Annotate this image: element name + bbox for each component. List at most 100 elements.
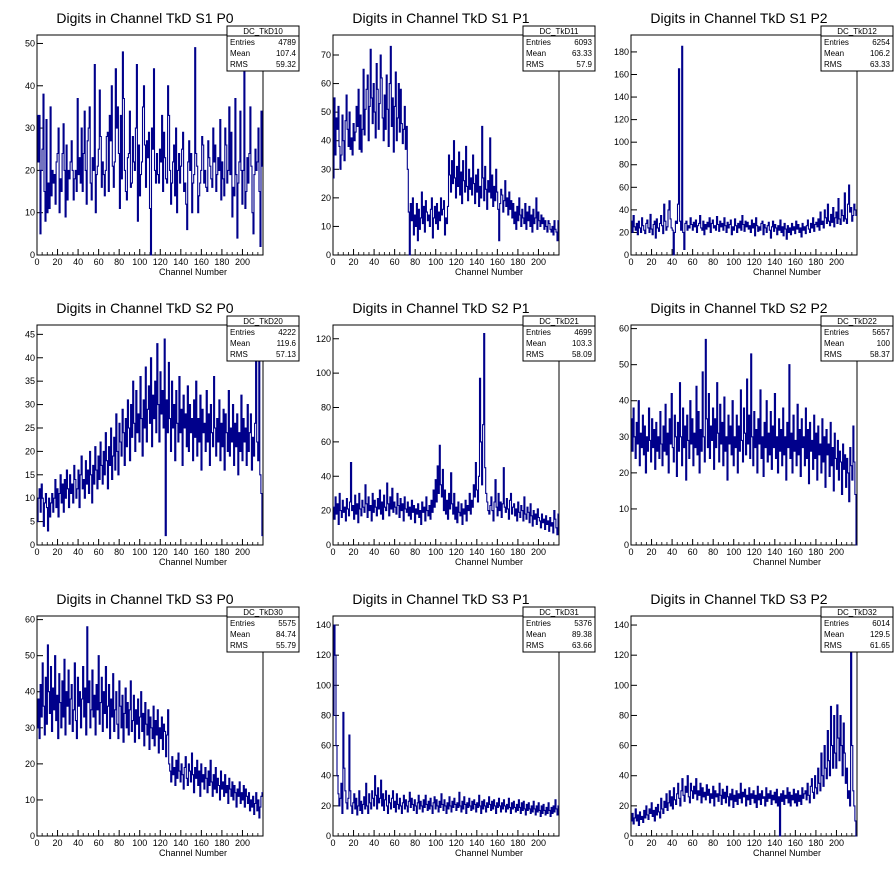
x-tick-label: 200 bbox=[531, 547, 546, 557]
x-axis-label: Channel Number bbox=[753, 267, 821, 277]
x-tick-label: 180 bbox=[808, 838, 823, 848]
y-tick-label: 160 bbox=[614, 69, 629, 79]
chart-panel-4: Digits in Channel TkD S2 P1 0 20 40 60 80 100 1… bbox=[316, 300, 596, 567]
chart-title: Digits in Channel TkD S3 P2 bbox=[650, 591, 827, 607]
x-tick-label: 200 bbox=[531, 838, 546, 848]
stats-value: 57.9 bbox=[576, 60, 592, 69]
y-tick-label: 35 bbox=[25, 376, 35, 386]
chart-title: Digits in Channel TkD S1 P0 bbox=[56, 10, 233, 26]
x-tick-label: 200 bbox=[829, 838, 844, 848]
y-tick-label: 60 bbox=[619, 324, 629, 334]
stats-name: DC_TkD22 bbox=[837, 317, 877, 326]
y-tick-label: 140 bbox=[614, 620, 629, 630]
x-tick-label: 20 bbox=[647, 257, 657, 267]
y-tick-label: 40 bbox=[619, 396, 629, 406]
x-tick-label: 40 bbox=[369, 257, 379, 267]
y-tick-label: 120 bbox=[614, 650, 629, 660]
y-tick-label: 0 bbox=[326, 540, 331, 550]
stats-label: Entries bbox=[824, 328, 849, 337]
stats-label: Entries bbox=[526, 619, 551, 628]
histogram-series bbox=[37, 47, 263, 256]
x-axis-label: Channel Number bbox=[159, 267, 227, 277]
x-tick-label: 60 bbox=[390, 257, 400, 267]
chart-title: Digits in Channel TkD S2 P2 bbox=[650, 300, 827, 316]
x-tick-label: 120 bbox=[153, 838, 168, 848]
stats-value: 58.09 bbox=[572, 350, 593, 359]
x-tick-label: 200 bbox=[235, 257, 250, 267]
stats-value: 6254 bbox=[872, 38, 890, 47]
x-tick-label: 120 bbox=[747, 257, 762, 267]
stats-value: 61.65 bbox=[870, 641, 891, 650]
x-tick-label: 200 bbox=[829, 257, 844, 267]
x-tick-label: 60 bbox=[390, 838, 400, 848]
chart-panel-6: Digits in Channel TkD S3 P00 20 40 60 80 100 1… bbox=[25, 591, 300, 858]
y-tick-label: 20 bbox=[619, 801, 629, 811]
x-tick-label: 20 bbox=[349, 547, 359, 557]
histogram-series bbox=[37, 338, 263, 537]
x-tick-label: 20 bbox=[647, 547, 657, 557]
x-tick-label: 0 bbox=[628, 257, 633, 267]
stats-label: RMS bbox=[526, 350, 544, 359]
y-tick-label: 120 bbox=[316, 334, 331, 344]
chart-title: Digits in Channel TkD S1 P1 bbox=[352, 10, 529, 26]
stats-value: 106.2 bbox=[870, 49, 891, 58]
x-axis-label: Channel Number bbox=[455, 557, 523, 567]
stats-value: 59.32 bbox=[276, 60, 297, 69]
y-tick-label: 20 bbox=[321, 506, 331, 516]
x-tick-label: 100 bbox=[132, 838, 147, 848]
histogram-series bbox=[333, 333, 559, 536]
y-tick-label: 30 bbox=[25, 400, 35, 410]
x-tick-label: 100 bbox=[428, 257, 443, 267]
y-tick-label: 10 bbox=[25, 795, 35, 805]
x-tick-label: 140 bbox=[767, 838, 782, 848]
stats-value: 89.38 bbox=[572, 630, 593, 639]
y-tick-label: 20 bbox=[619, 468, 629, 478]
x-tick-label: 120 bbox=[449, 547, 464, 557]
y-tick-label: 80 bbox=[619, 160, 629, 170]
stats-value: 4222 bbox=[278, 328, 296, 337]
x-tick-label: 180 bbox=[214, 547, 229, 557]
stats-value: 5575 bbox=[278, 619, 296, 628]
x-tick-label: 160 bbox=[788, 257, 803, 267]
x-tick-label: 60 bbox=[94, 547, 104, 557]
chart-title: Digits in Channel TkD S2 P1 bbox=[352, 300, 529, 316]
stats-label: Mean bbox=[230, 49, 250, 58]
x-tick-label: 140 bbox=[469, 547, 484, 557]
chart-panel-0: Digits in Channel TkD S1 P00 20 40 60 80 100 1… bbox=[25, 10, 300, 277]
x-tick-label: 180 bbox=[808, 257, 823, 267]
y-tick-label: 0 bbox=[624, 831, 629, 841]
stats-value: 103.3 bbox=[572, 339, 593, 348]
x-tick-label: 60 bbox=[94, 257, 104, 267]
y-tick-label: 20 bbox=[321, 801, 331, 811]
y-tick-label: 50 bbox=[25, 651, 35, 661]
stats-label: Mean bbox=[824, 630, 844, 639]
y-tick-label: 25 bbox=[25, 423, 35, 433]
x-tick-label: 0 bbox=[330, 257, 335, 267]
stats-value: 4789 bbox=[278, 38, 296, 47]
stats-name: DC_TkD12 bbox=[837, 27, 877, 36]
stats-label: Entries bbox=[526, 38, 551, 47]
stats-label: RMS bbox=[526, 60, 544, 69]
x-tick-label: 20 bbox=[53, 257, 63, 267]
stats-value: 55.79 bbox=[276, 641, 297, 650]
y-tick-label: 40 bbox=[25, 81, 35, 91]
stats-label: Entries bbox=[526, 328, 551, 337]
x-tick-label: 180 bbox=[510, 257, 525, 267]
stats-name: DC_TkD21 bbox=[539, 317, 579, 326]
chart-panel-3: Digits in Channel TkD S2 P00 20 40 60 80 100 1… bbox=[25, 300, 300, 567]
y-tick-label: 100 bbox=[316, 368, 331, 378]
x-tick-label: 0 bbox=[330, 838, 335, 848]
histogram-series bbox=[37, 626, 263, 819]
stats-name: DC_TkD31 bbox=[539, 608, 579, 617]
x-tick-label: 100 bbox=[132, 547, 147, 557]
x-tick-label: 160 bbox=[194, 547, 209, 557]
x-tick-label: 100 bbox=[726, 838, 741, 848]
stats-label: Mean bbox=[824, 339, 844, 348]
histogram-series bbox=[333, 45, 559, 256]
chart-title: Digits in Channel TkD S3 P1 bbox=[352, 591, 529, 607]
x-tick-label: 80 bbox=[114, 257, 124, 267]
stats-label: Mean bbox=[230, 630, 250, 639]
y-tick-label: 60 bbox=[25, 615, 35, 625]
x-tick-label: 20 bbox=[53, 838, 63, 848]
